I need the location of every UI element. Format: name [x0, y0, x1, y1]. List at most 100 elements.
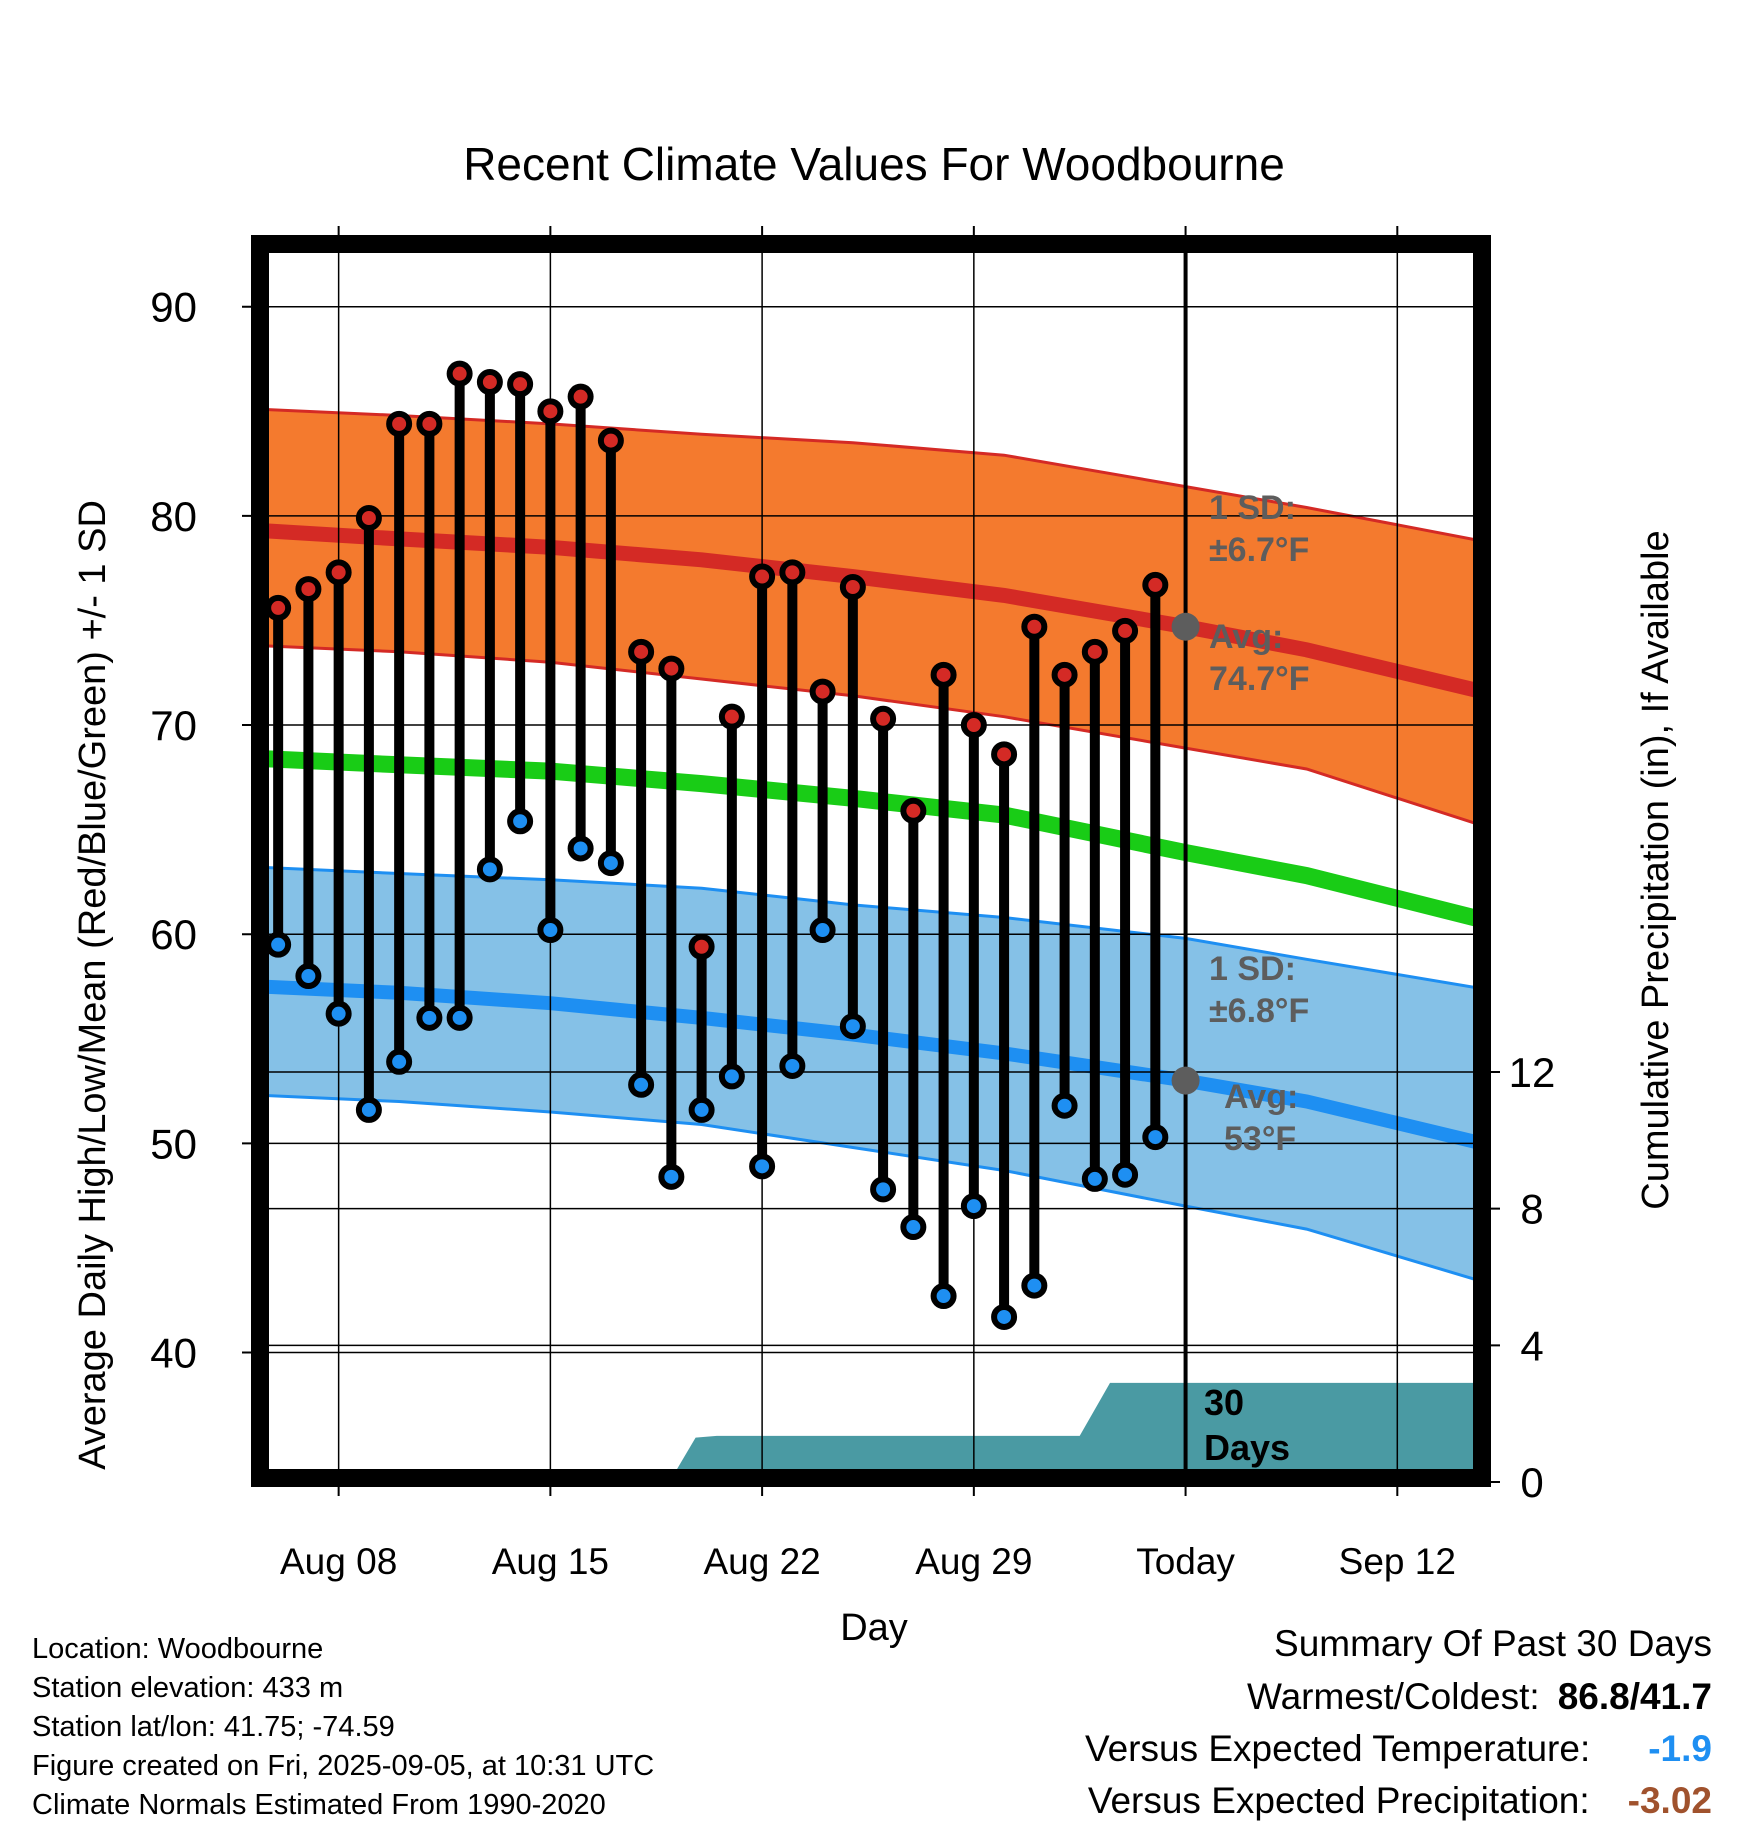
low-temp-point: [355, 1096, 382, 1123]
summary-vs-temp: Versus Expected Temperature: -1.9: [1085, 1728, 1712, 1770]
summary-vs-precip: Versus Expected Precipitation: -3.02: [1088, 1780, 1712, 1822]
precip-area: [671, 1382, 1482, 1478]
low-temp-point: [658, 1163, 685, 1190]
high-temp-point: [295, 576, 322, 603]
high-temp-point: [718, 703, 745, 730]
days-label-text: Days: [1204, 1427, 1290, 1468]
x-tick-label: Today: [1136, 1541, 1235, 1582]
high-temp-point: [960, 712, 987, 739]
high-temp-point: [1051, 661, 1078, 688]
high-sd-value: ±6.7°F: [1209, 531, 1309, 569]
high-temp-point: [265, 594, 292, 621]
high-temp-point: [386, 410, 413, 437]
x-tick-label: Aug 08: [280, 1541, 397, 1582]
high-sd-band: [260, 409, 1482, 826]
high-temp-point: [870, 705, 897, 732]
y-tick-label: 70: [150, 702, 197, 749]
vs-precip-value: -3.02: [1627, 1780, 1712, 1821]
low-temp-point: [779, 1052, 806, 1079]
days-label-number: 30: [1204, 1382, 1244, 1423]
low-avg-value: 53°F: [1224, 1120, 1296, 1158]
low-temp-point: [537, 917, 564, 944]
low-band-lower-edge: [260, 1093, 1482, 1283]
high-temp-point: [1081, 638, 1108, 665]
high-temp-point: [416, 410, 443, 437]
high-avg-label: Avg:: [1209, 618, 1283, 656]
high-temp-point: [476, 369, 503, 396]
high-band-upper-edge: [260, 407, 1482, 543]
y-tick-label: 60: [150, 911, 197, 958]
high-temp-point: [355, 504, 382, 531]
low-temp-point: [1021, 1272, 1048, 1299]
low-temp-point: [476, 856, 503, 883]
y2-axis-label: Cumulative Precipitation (in), If Availa…: [1635, 530, 1677, 1209]
low-temp-point: [386, 1048, 413, 1075]
high-temp-point: [779, 559, 806, 586]
low-temp-point: [325, 1000, 352, 1027]
warmest-coldest-label: Warmest/Coldest:: [1247, 1676, 1540, 1717]
y2-tick-label: 4: [1520, 1322, 1543, 1369]
low-temp-point: [597, 850, 624, 877]
low-temp-point: [1112, 1161, 1139, 1188]
today-avg-low-marker: [1171, 1066, 1200, 1095]
low-temp-point: [809, 917, 836, 944]
y2-tick-label: 8: [1520, 1186, 1543, 1233]
high-temp-point: [597, 427, 624, 454]
vs-temp-label: Versus Expected Temperature:: [1084, 1728, 1591, 1769]
low-temp-point: [839, 1013, 866, 1040]
low-temp-point: [1081, 1165, 1108, 1192]
low-sd-band: [260, 867, 1482, 1282]
low-temp-point: [749, 1153, 776, 1180]
low-avg-label: Avg:: [1224, 1078, 1298, 1116]
low-sd-label: 1 SD:: [1209, 950, 1296, 988]
y-tick-label: 80: [150, 493, 197, 540]
warmest-coldest-value: 86.8/41.7: [1557, 1676, 1712, 1717]
low-sd-value: ±6.8°F: [1209, 992, 1309, 1030]
y-tick-label: 50: [150, 1120, 197, 1167]
summary-title: Summary Of Past 30 Days: [1274, 1623, 1712, 1664]
low-temp-point: [446, 1004, 473, 1031]
high-temp-point: [325, 559, 352, 586]
x-axis-label: Day: [840, 1607, 908, 1649]
x-tick-label: Sep 12: [1339, 1541, 1456, 1582]
today-avg-high-marker: [1171, 612, 1200, 641]
plot-area: 1 SD: ±6.7°F Avg: 74.7°F 1 SD: ±6.8°F Avg: 53°F…: [150, 226, 1555, 1582]
high-avg-value: 74.7°F: [1209, 660, 1310, 698]
high-temp-point: [446, 360, 473, 387]
station-location: Location: Woodbourne: [32, 1633, 324, 1665]
high-sd-label: 1 SD:: [1209, 489, 1296, 527]
high-temp-point: [567, 383, 594, 410]
low-temp-point: [870, 1176, 897, 1203]
high-temp-point: [537, 398, 564, 425]
low-temp-point: [930, 1283, 957, 1310]
low-temp-point: [295, 963, 322, 990]
chart-title: Recent Climate Values For Woodbourne: [463, 138, 1285, 190]
low-temp-point: [900, 1214, 927, 1241]
high-temp-point: [658, 655, 685, 682]
station-elevation: Station elevation: 433 m: [32, 1672, 344, 1704]
low-temp-point: [507, 808, 534, 835]
summary-warmest-coldest: Warmest/Coldest: 86.8/41.7: [1247, 1676, 1712, 1718]
high-temp-point: [507, 371, 534, 398]
x-tick-label: Aug 15: [492, 1541, 609, 1582]
y-axis-label: Average Daily High/Low/Mean (Red/Blue/Gr…: [72, 500, 114, 1470]
climate-normals: Climate Normals Estimated From 1990-2020: [32, 1789, 606, 1821]
station-latlon: Station lat/lon: 41.75; -74.59: [32, 1711, 395, 1743]
low-temp-point: [416, 1004, 443, 1031]
low-temp-point: [628, 1071, 655, 1098]
high-temp-point: [1021, 613, 1048, 640]
high-temp-point: [1142, 571, 1169, 598]
low-temp-point: [688, 1096, 715, 1123]
plot-frame: [251, 235, 1491, 1487]
low-temp-point: [718, 1063, 745, 1090]
high-temp-point: [809, 678, 836, 705]
high-temp-point: [1112, 617, 1139, 644]
high-temp-point: [749, 563, 776, 590]
figure-created: Figure created on Fri, 2025-09-05, at 10…: [32, 1750, 655, 1782]
low-temp-point: [1051, 1092, 1078, 1119]
high-temp-point: [628, 638, 655, 665]
high-temp-point: [930, 661, 957, 688]
vs-temp-value: -1.9: [1648, 1728, 1712, 1769]
y-tick-label: 90: [150, 284, 197, 331]
